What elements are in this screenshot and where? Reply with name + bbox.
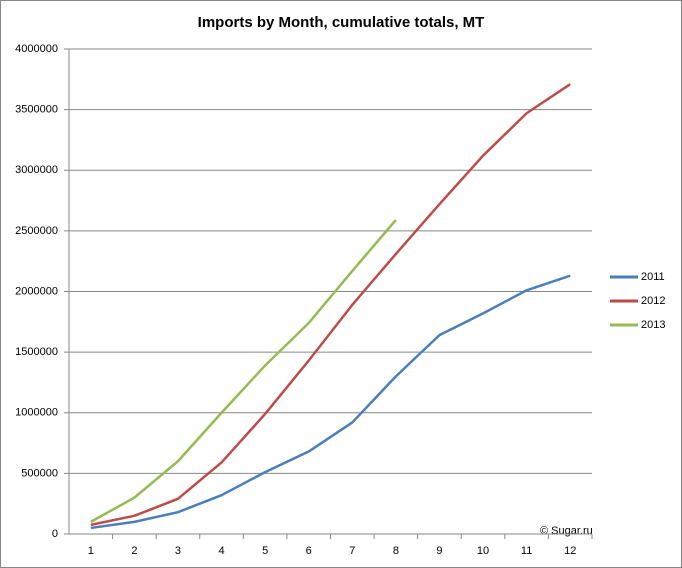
- series-line: [90, 274, 571, 530]
- y-tick-label: 4000000: [15, 43, 58, 55]
- legend-label: 2011: [641, 271, 665, 283]
- y-tick-label: 3000000: [15, 164, 58, 176]
- x-tick-label: 4: [218, 545, 224, 557]
- chart-title: Imports by Month, cumulative totals, MT: [198, 14, 485, 31]
- x-tick-label: 5: [262, 545, 268, 557]
- y-tick-label: 3500000: [15, 104, 58, 116]
- x-tick-label: 8: [393, 545, 399, 557]
- y-tick-label: 1500000: [15, 346, 58, 358]
- series-line: [90, 83, 571, 527]
- x-tick-label: 12: [564, 545, 576, 557]
- x-tick-label: 6: [306, 545, 312, 557]
- y-tick-label: 500000: [21, 467, 58, 479]
- x-tick-label: 3: [175, 545, 181, 557]
- x-tick-label: 7: [349, 545, 355, 557]
- x-tick-label: 11: [521, 545, 532, 557]
- x-tick-label: 10: [477, 545, 489, 557]
- x-tick-label: 1: [88, 545, 94, 557]
- y-tick-label: 2000000: [15, 285, 58, 297]
- annotation: © Sugar.ru: [540, 525, 593, 537]
- y-tick-label: 1000000: [15, 407, 58, 419]
- legend-label: 2012: [641, 295, 665, 307]
- y-tick-label: 0: [52, 528, 58, 540]
- x-tick-label: 9: [436, 545, 442, 557]
- y-tick-label: 2500000: [15, 225, 58, 237]
- legend-label: 2013: [641, 319, 665, 331]
- x-tick-label: 2: [131, 545, 137, 557]
- series-line: [90, 219, 397, 523]
